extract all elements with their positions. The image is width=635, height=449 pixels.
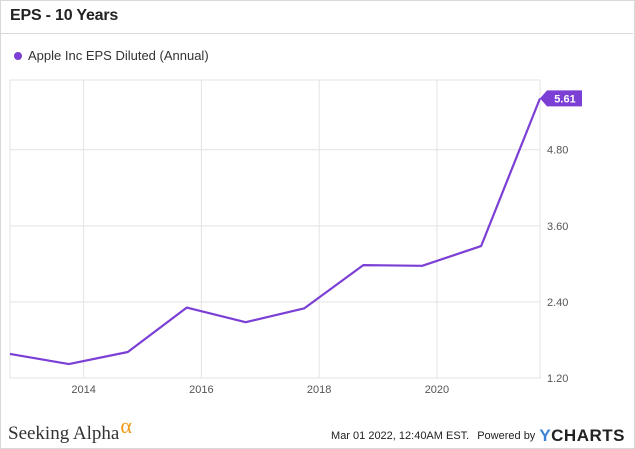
x-tick-label: 2020 xyxy=(425,384,449,396)
y-tick-label: 3.60 xyxy=(547,221,568,233)
legend-label: Apple Inc EPS Diluted (Annual) xyxy=(28,48,209,63)
alpha-icon: α xyxy=(120,413,132,438)
x-tick-label: 2016 xyxy=(189,384,213,396)
footer-credits: Mar 01 2022, 12:40AM EST. Powered by YCH… xyxy=(331,426,625,446)
seeking-alpha-logo: Seeking Alphaα xyxy=(8,413,132,445)
title-divider xyxy=(0,33,633,34)
last-value-label: 5.61 xyxy=(554,93,575,105)
ycharts-text: CHARTS xyxy=(551,426,625,445)
y-tick-label: 4.80 xyxy=(547,145,568,157)
plot-area xyxy=(9,79,541,379)
y-tick-label: 2.40 xyxy=(547,297,568,309)
legend-dot-icon xyxy=(14,51,22,60)
chart-title: EPS - 10 Years xyxy=(10,7,119,24)
legend[interactable]: Apple Inc EPS Diluted (Annual) xyxy=(14,48,209,63)
x-tick-label: 2018 xyxy=(307,384,331,396)
logo-text: Seeking Alpha xyxy=(8,423,120,444)
x-tick-label: 2014 xyxy=(71,384,95,396)
last-value-badge xyxy=(540,90,582,107)
timestamp: Mar 01 2022, 12:40AM EST. xyxy=(331,430,470,442)
series-line xyxy=(9,97,542,366)
ycharts-y: Y xyxy=(539,426,552,445)
ycharts-logo[interactable]: YCHARTS xyxy=(539,426,625,446)
powered-by-label: Powered by xyxy=(477,430,536,442)
y-tick-label: 1.20 xyxy=(547,373,568,385)
